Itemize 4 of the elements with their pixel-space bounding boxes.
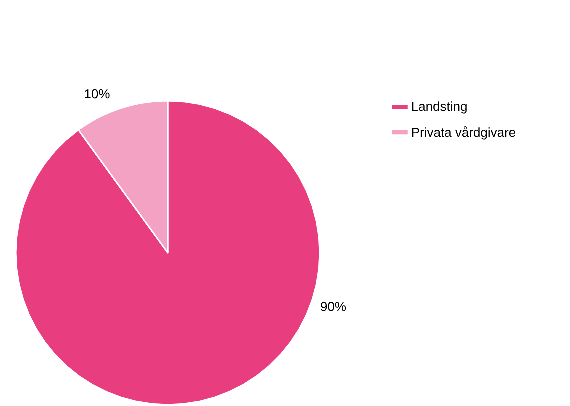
legend-label: Privata vårdgivare [412, 126, 516, 140]
legend-label: Landsting [412, 102, 467, 114]
data-label: 10% [85, 89, 110, 99]
data-label: 90% [321, 302, 346, 312]
